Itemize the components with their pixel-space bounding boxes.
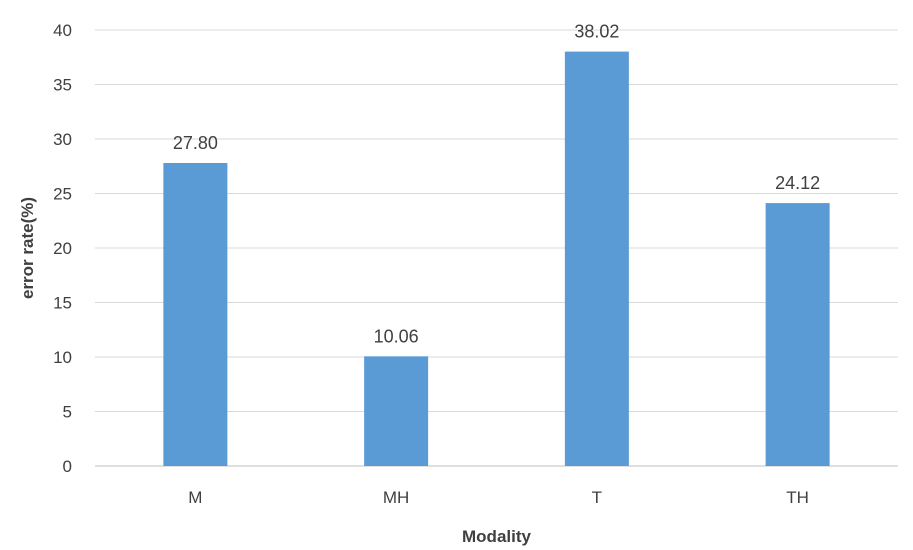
- bar-m: [163, 162, 228, 467]
- data-label-m: 27.80: [173, 133, 218, 153]
- data-label-mh: 10.06: [374, 326, 419, 346]
- bar-t: [564, 51, 629, 466]
- x-axis-title: Modality: [462, 527, 531, 546]
- y-tick-label: 15: [53, 294, 72, 313]
- x-tick-label-mh: MH: [383, 488, 409, 507]
- y-tick-label: 30: [53, 130, 72, 149]
- x-tick-label-th: TH: [786, 488, 809, 507]
- y-tick-label: 25: [53, 185, 72, 204]
- data-label-t: 38.02: [574, 22, 619, 42]
- bar-th: [765, 203, 830, 467]
- y-axis-title: error rate(%): [18, 197, 37, 299]
- y-axis-ticks: 0 5 10 15 20 25 30 35 40: [53, 21, 72, 476]
- y-tick-label: 35: [53, 76, 72, 95]
- x-tick-label-m: M: [188, 488, 202, 507]
- y-tick-label: 5: [63, 403, 72, 422]
- data-labels: 27.80 10.06 38.02 24.12: [173, 22, 820, 347]
- bar-mh: [364, 356, 429, 466]
- y-tick-label: 10: [53, 348, 72, 367]
- x-tick-label-t: T: [592, 488, 602, 507]
- y-tick-label: 0: [63, 457, 72, 476]
- bars: [163, 51, 830, 467]
- y-tick-label: 20: [53, 239, 72, 258]
- data-label-th: 24.12: [775, 173, 820, 193]
- x-axis-ticks: M MH T TH: [188, 488, 809, 507]
- y-tick-label: 40: [53, 21, 72, 40]
- gridlines: [95, 29, 898, 467]
